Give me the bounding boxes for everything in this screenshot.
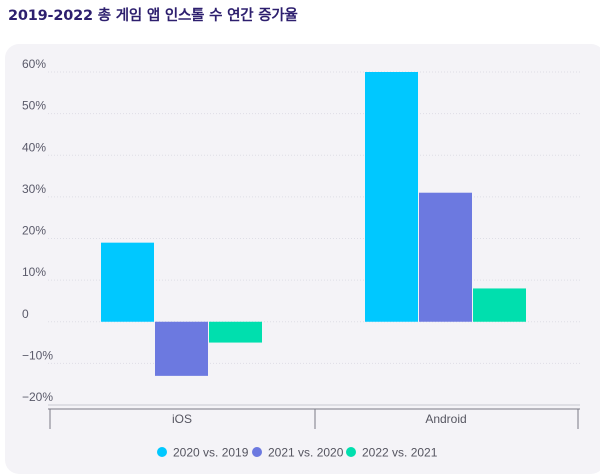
bars — [101, 72, 526, 376]
legend-label: 2021 vs. 2020 — [268, 446, 344, 460]
y-tick-label: 40% — [22, 140, 46, 154]
bar — [209, 321, 262, 343]
legend-marker — [346, 447, 356, 457]
legend-marker — [157, 447, 167, 457]
x-tick-label: iOS — [172, 412, 192, 426]
bar — [419, 192, 472, 322]
legend-label: 2022 vs. 2021 — [362, 446, 438, 460]
y-tick-label: 50% — [22, 99, 46, 113]
page-title: 2019-2022 총 게임 앱 인스톨 수 연간 증가율 — [8, 8, 298, 24]
bar — [101, 242, 154, 322]
y-tick-label: 10% — [22, 265, 46, 279]
legend-marker — [252, 447, 262, 457]
bar — [473, 288, 526, 322]
grid-lines — [48, 71, 580, 406]
bar — [155, 321, 208, 376]
legend-label: 2020 vs. 2019 — [173, 446, 249, 460]
x-tick-label: Android — [425, 412, 466, 426]
bar — [365, 72, 418, 322]
y-tick-label: 0 — [22, 307, 29, 321]
y-tick-label: 30% — [22, 182, 46, 196]
x-axis: iOS Android — [48, 408, 580, 429]
y-axis-ticks: 60% 50% 40% 30% 20% 10% 0 −10% −20% — [22, 57, 53, 404]
y-tick-label: 60% — [22, 57, 46, 71]
legend: 2020 vs. 2019 2021 vs. 2020 2022 vs. 2021 — [157, 446, 438, 460]
y-tick-label: −10% — [22, 348, 53, 362]
y-tick-label: 20% — [22, 224, 46, 238]
y-tick-label: −20% — [22, 390, 53, 404]
